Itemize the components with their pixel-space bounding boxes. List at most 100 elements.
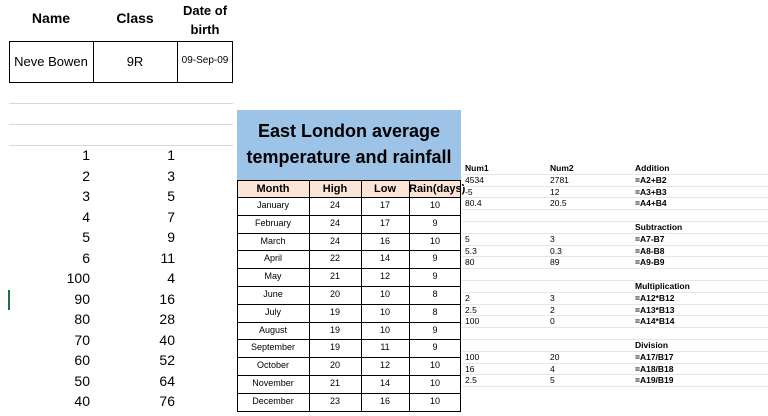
weather-month-cell[interactable]: December — [252, 395, 294, 406]
number-cell-b[interactable]: 7 — [167, 208, 175, 225]
weather-value-cell[interactable]: 10 — [429, 378, 440, 388]
weather-value-cell[interactable]: 21 — [329, 271, 340, 282]
weather-header-cell[interactable]: Month — [256, 183, 290, 195]
formula-cell[interactable]: =A19/B19 — [635, 375, 674, 386]
weather-value-cell[interactable]: 9 — [432, 253, 438, 264]
weather-value-cell[interactable]: 10 — [429, 395, 440, 406]
formula-section-title[interactable]: Division — [635, 340, 669, 350]
weather-value-cell[interactable]: 9 — [432, 217, 438, 228]
formula-section-title[interactable]: Multiplication — [635, 281, 690, 291]
weather-month-cell[interactable]: June — [263, 289, 283, 299]
number-cell-b[interactable]: 28 — [159, 311, 175, 327]
formula-header-cell[interactable]: Addition — [635, 163, 670, 173]
weather-value-cell[interactable]: 9 — [432, 324, 438, 335]
weather-value-cell[interactable]: 11 — [380, 342, 390, 353]
weather-value-cell[interactable]: 9 — [432, 271, 438, 282]
number-cell-b[interactable]: 16 — [159, 290, 175, 307]
weather-value-cell[interactable]: 10 — [429, 360, 440, 371]
formula-number-cell[interactable]: 100 — [465, 316, 480, 327]
formula-header-cell[interactable]: Num1 — [465, 163, 489, 173]
weather-month-cell[interactable]: May — [264, 271, 282, 282]
header-name[interactable]: Name — [31, 10, 71, 26]
formula-number-cell[interactable]: 5 — [465, 233, 470, 244]
weather-month-cell[interactable]: October — [256, 360, 289, 371]
formula-cell[interactable]: =A8-B8 — [635, 245, 665, 256]
cell-class-value[interactable]: 9R — [126, 54, 144, 69]
weather-value-cell[interactable]: 14 — [379, 253, 390, 264]
number-cell-a[interactable]: 4 — [82, 208, 90, 225]
weather-month-cell[interactable]: April — [263, 253, 282, 264]
formula-number-cell[interactable]: 4534 — [465, 174, 484, 185]
number-cell-a[interactable]: 50 — [74, 372, 90, 389]
weather-value-cell[interactable]: 14 — [379, 378, 390, 388]
formula-cell[interactable]: =A14*B14 — [635, 316, 675, 327]
number-cell-b[interactable]: 9 — [167, 229, 175, 245]
formula-number-cell[interactable]: 80 — [465, 257, 475, 268]
formula-number-cell[interactable]: 12 — [550, 186, 560, 197]
formula-cell[interactable]: =A17/B17 — [635, 351, 674, 362]
number-cell-b[interactable]: 52 — [159, 352, 175, 368]
weather-value-cell[interactable]: 17 — [379, 200, 390, 210]
weather-value-cell[interactable]: 17 — [379, 217, 390, 228]
weather-value-cell[interactable]: 19 — [329, 342, 340, 353]
weather-value-cell[interactable]: 12 — [379, 360, 390, 371]
number-cell-a[interactable]: 5 — [82, 229, 90, 245]
number-cell-b[interactable]: 5 — [167, 188, 175, 204]
formula-number-cell[interactable]: 0.3 — [550, 245, 562, 256]
weather-value-cell[interactable]: 12 — [379, 271, 390, 282]
weather-month-cell[interactable]: November — [252, 378, 294, 388]
formula-number-cell[interactable]: 5 — [550, 375, 555, 386]
formula-number-cell[interactable]: 2 — [550, 304, 555, 315]
number-cell-b[interactable]: 11 — [160, 249, 175, 266]
weather-month-cell[interactable]: February — [254, 217, 291, 228]
formula-section-title[interactable]: Subtraction — [635, 222, 683, 232]
weather-value-cell[interactable]: 10 — [379, 324, 390, 335]
weather-month-cell[interactable]: August — [258, 324, 288, 335]
number-cell-a[interactable]: 3 — [82, 188, 90, 204]
formula-number-cell[interactable]: 0 — [550, 316, 555, 327]
formula-number-cell[interactable]: 2.5 — [465, 304, 477, 315]
formula-number-cell[interactable]: 2 — [465, 292, 470, 303]
weather-header-cell[interactable]: Low — [374, 183, 396, 195]
weather-title[interactable]: East London average temperature and rain… — [237, 110, 461, 180]
number-cell-a[interactable]: 90 — [74, 290, 90, 307]
number-cell-b[interactable]: 3 — [167, 167, 175, 184]
weather-value-cell[interactable]: 24 — [329, 235, 340, 246]
formula-number-cell[interactable]: 89 — [550, 257, 560, 268]
weather-month-cell[interactable]: January — [256, 200, 290, 210]
formula-cell[interactable]: =A18/B18 — [635, 363, 674, 374]
cell-dob-value[interactable]: 09-Sep-09 — [181, 55, 229, 66]
formula-number-cell[interactable]: -5 — [465, 186, 473, 197]
weather-value-cell[interactable]: 19 — [329, 324, 340, 335]
weather-value-cell[interactable]: 23 — [329, 395, 340, 406]
weather-value-cell[interactable]: 10 — [379, 306, 390, 317]
number-cell-b[interactable]: 76 — [159, 393, 175, 409]
weather-value-cell[interactable]: 16 — [379, 235, 390, 246]
weather-value-cell[interactable]: 22 — [329, 253, 340, 264]
weather-value-cell[interactable]: 21 — [329, 378, 340, 388]
number-cell-a[interactable]: 6 — [82, 249, 90, 266]
weather-value-cell[interactable]: 10 — [429, 235, 440, 246]
cell-name-value[interactable]: Neve Bowen — [14, 54, 88, 69]
weather-month-cell[interactable]: September — [250, 342, 296, 353]
formula-number-cell[interactable]: 2781 — [550, 174, 569, 185]
number-cell-b[interactable]: 40 — [159, 331, 175, 348]
formula-number-cell[interactable]: 4 — [550, 363, 555, 374]
formula-number-cell[interactable]: 5.3 — [465, 245, 477, 256]
number-cell-a[interactable]: 80 — [74, 311, 90, 327]
weather-month-cell[interactable]: March — [260, 235, 286, 246]
number-cell-a[interactable]: 100 — [66, 270, 90, 286]
weather-month-cell[interactable]: July — [264, 306, 281, 317]
formula-header-cell[interactable]: Num2 — [550, 163, 574, 173]
formula-number-cell[interactable]: 80.4 — [465, 198, 482, 209]
weather-header-cell[interactable]: High — [322, 183, 348, 195]
formula-number-cell[interactable]: 20.5 — [550, 198, 567, 209]
weather-value-cell[interactable]: 20 — [329, 360, 340, 371]
number-cell-b[interactable]: 1 — [167, 147, 175, 163]
formula-number-cell[interactable]: 3 — [550, 292, 555, 303]
weather-value-cell[interactable]: 20 — [329, 289, 340, 299]
header-class[interactable]: Class — [116, 10, 154, 26]
number-cell-a[interactable]: 70 — [74, 331, 90, 348]
number-cell-b[interactable]: 4 — [167, 270, 175, 286]
weather-value-cell[interactable]: 24 — [329, 217, 340, 228]
